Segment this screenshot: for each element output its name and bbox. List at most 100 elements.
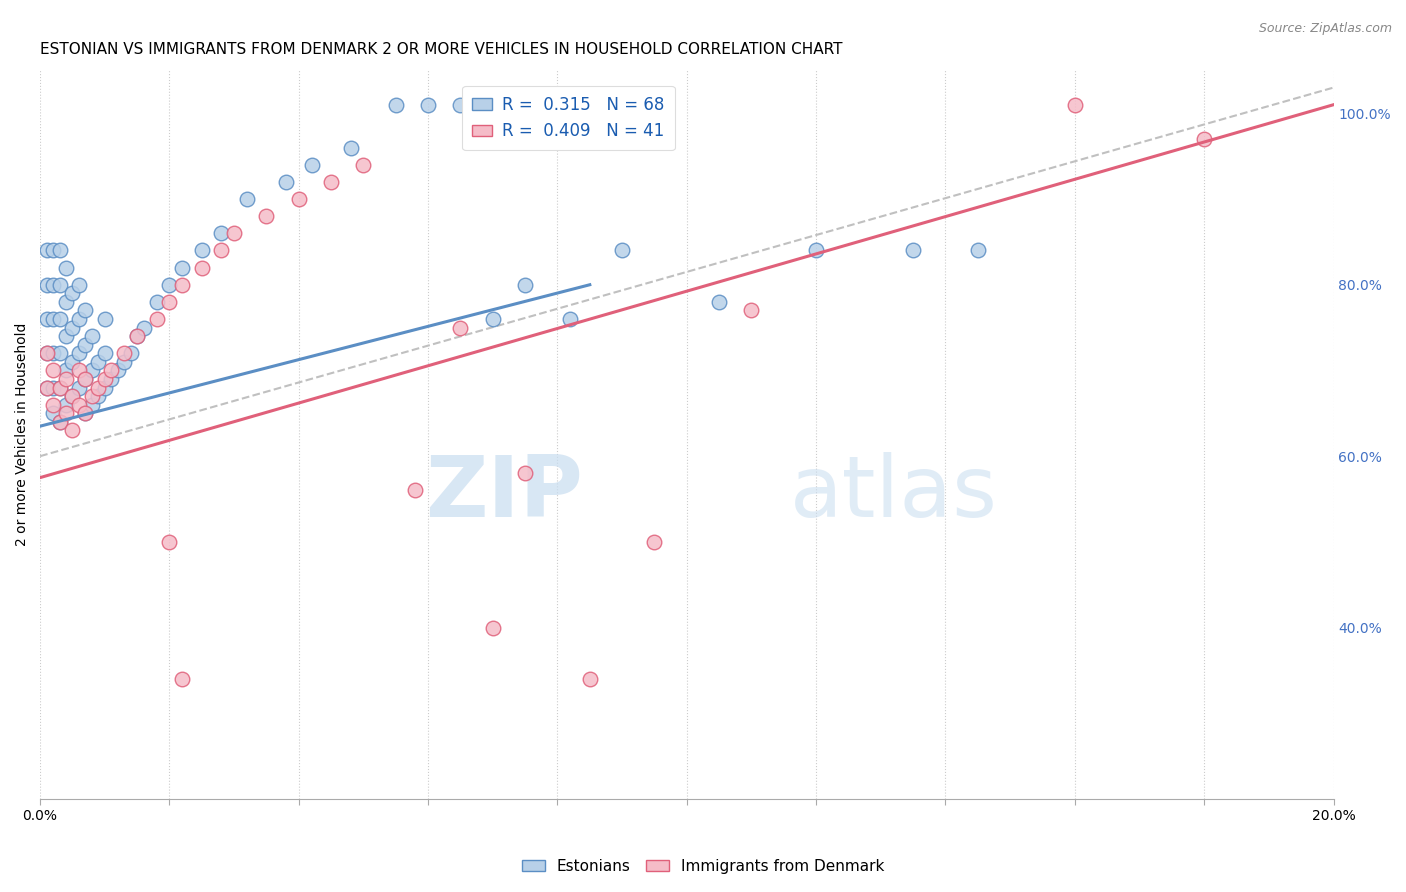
Point	[42, 277, 65, 292]
Point	[48, 381, 70, 395]
Point	[209, 227, 232, 241]
Point	[48, 381, 70, 395]
Point	[62, 389, 84, 403]
Point	[740, 303, 762, 318]
Point	[274, 175, 297, 189]
Point	[67, 312, 90, 326]
Point	[87, 389, 110, 403]
Point	[87, 381, 110, 395]
Point	[100, 363, 122, 377]
Point	[75, 337, 97, 351]
Point	[578, 672, 600, 686]
Point	[48, 244, 70, 258]
Point	[35, 244, 58, 258]
Text: Source: ZipAtlas.com: Source: ZipAtlas.com	[1258, 22, 1392, 36]
Point	[643, 535, 665, 549]
Point	[172, 672, 194, 686]
Point	[62, 286, 84, 301]
Point	[94, 372, 117, 386]
Text: ESTONIAN VS IMMIGRANTS FROM DENMARK 2 OR MORE VEHICLES IN HOUSEHOLD CORRELATION : ESTONIAN VS IMMIGRANTS FROM DENMARK 2 OR…	[41, 42, 842, 57]
Point	[481, 621, 503, 635]
Point	[35, 381, 58, 395]
Point	[191, 260, 214, 275]
Point	[48, 312, 70, 326]
Point	[339, 140, 361, 154]
Point	[481, 312, 503, 326]
Point	[112, 346, 135, 360]
Point	[67, 363, 90, 377]
Point	[1063, 97, 1085, 112]
Point	[62, 355, 84, 369]
Point	[288, 192, 311, 206]
Point	[80, 363, 103, 377]
Point	[450, 320, 472, 334]
Point	[94, 312, 117, 326]
Point	[35, 312, 58, 326]
Point	[80, 389, 103, 403]
Point	[42, 244, 65, 258]
Point	[42, 312, 65, 326]
Point	[48, 346, 70, 360]
Point	[67, 277, 90, 292]
Text: ZIP: ZIP	[426, 451, 583, 534]
Point	[55, 329, 77, 343]
Point	[127, 329, 149, 343]
Y-axis label: 2 or more Vehicles in Household: 2 or more Vehicles in Household	[15, 323, 30, 547]
Point	[418, 97, 440, 112]
Point	[191, 244, 214, 258]
Point	[35, 346, 58, 360]
Text: atlas: atlas	[790, 451, 998, 534]
Point	[450, 97, 472, 112]
Point	[209, 244, 232, 258]
Point	[80, 329, 103, 343]
Point	[145, 294, 167, 309]
Point	[80, 398, 103, 412]
Point	[35, 346, 58, 360]
Point	[301, 158, 323, 172]
Point	[112, 355, 135, 369]
Point	[55, 294, 77, 309]
Point	[48, 277, 70, 292]
Point	[62, 424, 84, 438]
Point	[120, 346, 142, 360]
Point	[67, 381, 90, 395]
Point	[224, 227, 246, 241]
Point	[42, 398, 65, 412]
Point	[404, 483, 426, 498]
Point	[966, 244, 988, 258]
Point	[159, 277, 181, 292]
Point	[321, 175, 343, 189]
Point	[94, 346, 117, 360]
Legend: R =  0.315   N = 68, R =  0.409   N = 41: R = 0.315 N = 68, R = 0.409 N = 41	[463, 86, 675, 151]
Point	[67, 398, 90, 412]
Point	[55, 363, 77, 377]
Point	[75, 372, 97, 386]
Point	[42, 406, 65, 420]
Point	[94, 381, 117, 395]
Point	[172, 277, 194, 292]
Point	[236, 192, 259, 206]
Point	[75, 406, 97, 420]
Point	[67, 346, 90, 360]
Point	[107, 363, 129, 377]
Point	[62, 389, 84, 403]
Point	[48, 415, 70, 429]
Point	[513, 467, 536, 481]
Point	[256, 209, 278, 223]
Point	[610, 244, 633, 258]
Point	[42, 346, 65, 360]
Point	[172, 260, 194, 275]
Point	[707, 294, 730, 309]
Point	[75, 406, 97, 420]
Point	[48, 415, 70, 429]
Point	[513, 277, 536, 292]
Point	[55, 398, 77, 412]
Point	[100, 372, 122, 386]
Point	[560, 312, 582, 326]
Point	[353, 158, 375, 172]
Point	[132, 320, 155, 334]
Point	[1192, 132, 1215, 146]
Point	[62, 320, 84, 334]
Point	[35, 381, 58, 395]
Point	[55, 406, 77, 420]
